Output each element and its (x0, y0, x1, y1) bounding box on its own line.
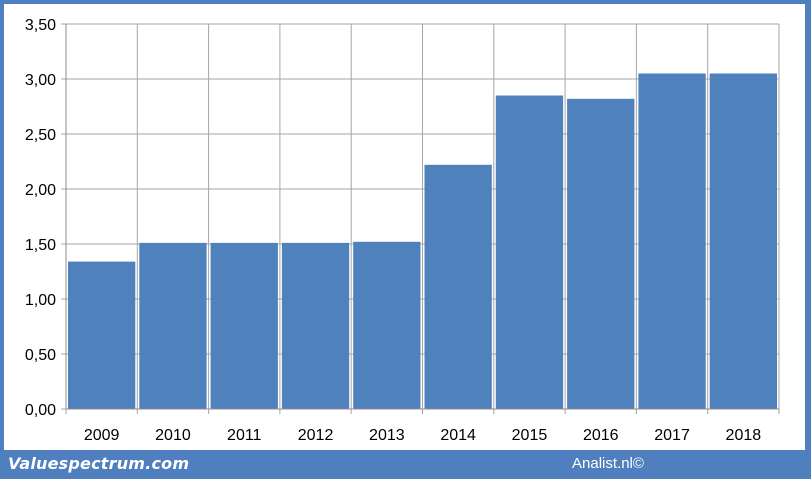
bar-2016 (567, 98, 635, 410)
x-tick-label: 2012 (298, 427, 334, 444)
x-tick-label: 2011 (227, 427, 262, 444)
brand-label: Valuespectrum.com (8, 454, 190, 473)
bar-2009 (68, 261, 136, 409)
x-tick-label: 2015 (512, 427, 548, 444)
y-tick-label: 3,00 (25, 72, 56, 89)
bar-2011 (210, 242, 278, 409)
y-tick-label: 3,50 (25, 17, 56, 34)
y-tick-label: 1,00 (25, 292, 56, 309)
y-tick-label: 1,50 (25, 237, 56, 254)
bar-2013 (353, 241, 421, 409)
x-tick-label: 2010 (155, 427, 191, 444)
y-tick-label: 0,50 (25, 347, 56, 364)
x-tick-label: 2018 (726, 427, 762, 444)
y-tick-label: 0,00 (25, 402, 56, 419)
x-tick-label: 2014 (440, 427, 476, 444)
x-tick-label: 2013 (369, 427, 405, 444)
bar-2012 (281, 242, 350, 409)
y-tick-label: 2,00 (25, 182, 56, 199)
bar-2014 (424, 164, 492, 409)
credit-label: Analist.nl© (572, 455, 644, 472)
x-tick-label: 2016 (583, 427, 619, 444)
bar-2010 (139, 242, 207, 409)
footer-bar: Valuespectrum.com Analist.nl© (0, 450, 811, 479)
x-tick-label: 2009 (84, 427, 120, 444)
bar-2017 (638, 73, 706, 409)
x-tick-label: 2017 (654, 427, 690, 444)
y-tick-label: 2,50 (25, 127, 56, 144)
bar-2015 (495, 95, 564, 409)
bar-2018 (709, 73, 777, 409)
